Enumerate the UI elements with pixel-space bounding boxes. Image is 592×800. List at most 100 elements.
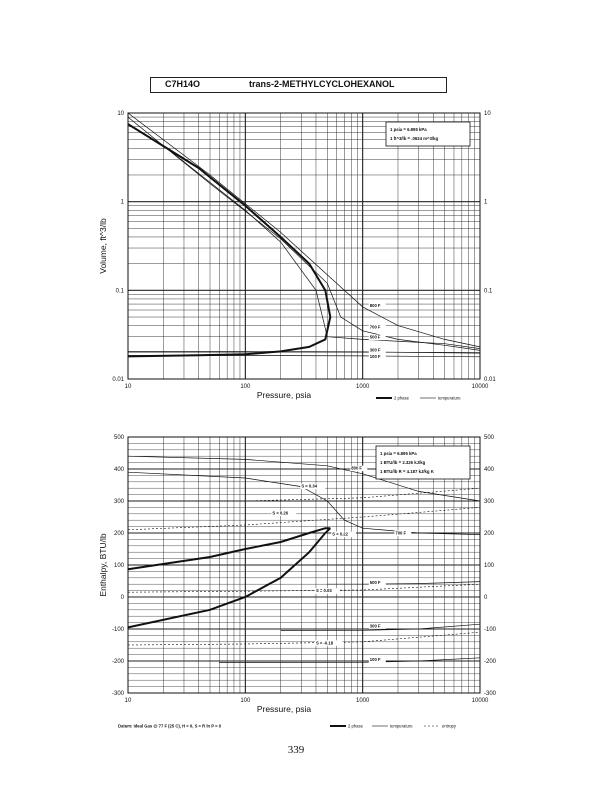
enthalpy-x-axis-label: Pressure, psia bbox=[257, 704, 312, 714]
enthalpy-curve-label-bg bbox=[331, 531, 357, 538]
enthalpy-y-tick-label-right: 100 bbox=[484, 563, 495, 569]
volume-x-tick-label: 1000 bbox=[356, 384, 370, 390]
page-number: 339 bbox=[287, 744, 305, 756]
enthalpy-series-s-0-03 bbox=[127, 583, 481, 593]
enthalpy-conversion-text: 1 psia = 6.895 kPa bbox=[380, 451, 417, 456]
enthalpy-y-tick-label-right: 0 bbox=[484, 595, 488, 601]
enthalpy-conversion-text: 1 BTU/lb R = 4.187 kJ/kg K bbox=[380, 469, 435, 474]
volume-legend-temperature-label: temperature bbox=[438, 396, 461, 401]
volume-curve-label-bg bbox=[368, 347, 386, 353]
enthalpy-y-tick-label: 0 bbox=[121, 595, 125, 601]
enthalpy-curve-label: 300 F bbox=[370, 623, 381, 628]
volume-series-300-f bbox=[128, 351, 481, 354]
volume-y-tick-label: 10 bbox=[117, 111, 124, 117]
enthalpy-curve-label: 800 F bbox=[351, 466, 362, 471]
volume-y-tick-label-right: 10 bbox=[484, 111, 491, 117]
volume-y-tick-label: 1 bbox=[121, 200, 125, 206]
enthalpy-x-tick-label: 1000 bbox=[356, 698, 370, 704]
volume-series-700-f bbox=[127, 116, 481, 351]
enthalpy-curve-label: S = -0.18 bbox=[316, 640, 334, 645]
volume-y-axis-label: Volume, ft^3/lb bbox=[98, 218, 108, 274]
enthalpy-conversion-text: 1 BTU/lb = 2.326 kJ/kg bbox=[380, 460, 426, 465]
enthalpy-y-tick-label: 400 bbox=[114, 467, 125, 473]
enthalpy-y-tick-label: 200 bbox=[114, 531, 125, 537]
volume-curve-label: 300 F bbox=[370, 347, 381, 352]
enthalpy-y-axis-label: Enthalpy, BTU/lb bbox=[98, 533, 108, 596]
enthalpy-curve-label: S = 0.34 bbox=[301, 484, 317, 489]
volume-curve-label: 700 F bbox=[370, 325, 381, 330]
enthalpy-y-tick-label-right: -200 bbox=[484, 659, 497, 665]
enthalpy-curve-label-bg bbox=[394, 530, 412, 537]
enthalpy-y-tick-label-right: 400 bbox=[484, 467, 495, 473]
volume-x-axis-label: Pressure, psia bbox=[257, 390, 312, 400]
volume-curve-label-bg bbox=[368, 324, 386, 331]
enthalpy-y-tick-label: 500 bbox=[114, 435, 125, 441]
volume-series-500-f bbox=[163, 145, 481, 349]
enthalpy-y-tick-label-right: -300 bbox=[484, 691, 497, 697]
volume-conversion-box bbox=[385, 121, 471, 147]
enthalpy-curve-label-bg bbox=[368, 623, 386, 629]
compound-name: trans-2-METHYLCYCLOHEXANOL bbox=[249, 79, 395, 89]
volume-legend-2phase-label: 2 phase bbox=[394, 396, 410, 401]
enthalpy-y-tick-label-right: 500 bbox=[484, 435, 495, 441]
volume-y-tick-label-right: 1 bbox=[484, 200, 488, 206]
enthalpy-series-300-f bbox=[280, 623, 481, 631]
enthalpy-legend-temperature-label: temperature bbox=[390, 724, 413, 729]
enthalpy-y-tick-label: 100 bbox=[114, 563, 125, 569]
volume-y-tick-label-right: 0.01 bbox=[484, 377, 496, 383]
enthalpy-series-800-f bbox=[127, 455, 481, 502]
volume-y-tick-label-right: 0.1 bbox=[484, 288, 493, 294]
enthalpy-y-tick-label: 300 bbox=[114, 499, 125, 505]
enthalpy-legend-entropy-label: entropy bbox=[442, 724, 457, 729]
enthalpy-conversion-box bbox=[375, 445, 471, 480]
volume-curve-label-bg bbox=[368, 334, 386, 341]
enthalpy-curve-label: 500 F bbox=[370, 580, 381, 585]
volume-series-800-f bbox=[127, 112, 481, 348]
volume-conversion-text: 1 ft^3/lb = .0624 m^3/kg bbox=[390, 136, 439, 141]
compound-formula: C7H14O bbox=[165, 79, 201, 89]
enthalpy-curve-label-bg bbox=[314, 640, 343, 646]
enthalpy-x-tick-label: 10 bbox=[125, 698, 132, 704]
enthalpy-series-s-0-18 bbox=[127, 631, 481, 646]
enthalpy-series-two-phase bbox=[127, 527, 331, 629]
volume-curve-label-bg bbox=[368, 353, 386, 360]
volume-curve-label: 500 F bbox=[370, 335, 381, 340]
enthalpy-y-tick-label: -200 bbox=[112, 659, 125, 665]
volume-series-two-phase bbox=[127, 123, 332, 358]
volume-y-tick-label: 0.01 bbox=[112, 377, 124, 383]
chart-title-box: C7H14O trans-2-METHYLCYCLOHEXANOL bbox=[150, 77, 447, 93]
volume-series-100-f bbox=[128, 355, 481, 358]
enthalpy-datum-footnote: Datum: Ideal Gas @ 77 F (25 C), H = 0, S… bbox=[118, 724, 222, 729]
enthalpy-curve-label-bg bbox=[350, 465, 368, 472]
enthalpy-curve-label-bg bbox=[271, 510, 297, 516]
enthalpy-series-700-f bbox=[127, 471, 481, 535]
enthalpy-curve-label: S = 0.26 bbox=[272, 510, 288, 515]
volume-x-tick-label: 10 bbox=[125, 384, 132, 390]
volume-conversion-text: 1 psia = 6.895 kPa bbox=[390, 127, 427, 132]
volume-x-tick-label: 100 bbox=[240, 384, 251, 390]
enthalpy-y-tick-label-right: 200 bbox=[484, 531, 495, 537]
enthalpy-plot-frame bbox=[127, 436, 481, 694]
enthalpy-x-tick-label: 100 bbox=[240, 698, 251, 704]
enthalpy-x-tick-label: 10000 bbox=[472, 698, 489, 704]
enthalpy-y-tick-label: -300 bbox=[112, 691, 125, 697]
enthalpy-curve-label-bg bbox=[368, 657, 386, 663]
enthalpy-series-100-f bbox=[219, 657, 481, 663]
enthalpy-y-tick-label-right: -100 bbox=[484, 627, 497, 633]
enthalpy-curve-label: S = 0.03 bbox=[316, 588, 332, 593]
enthalpy-curve-label: 700 F bbox=[395, 531, 406, 536]
enthalpy-series-500-f bbox=[327, 581, 481, 585]
enthalpy-curve-label-bg bbox=[300, 483, 326, 490]
enthalpy-y-tick-label: -100 bbox=[112, 627, 125, 633]
volume-y-tick-label: 0.1 bbox=[116, 288, 125, 294]
enthalpy-curve-label: 100 F bbox=[370, 657, 381, 662]
volume-curve-label-bg bbox=[368, 302, 386, 309]
enthalpy-curve-label-bg bbox=[314, 588, 340, 594]
enthalpy-curve-label: S = 0.22 bbox=[332, 532, 348, 537]
enthalpy-legend-2phase-label: 2 phase bbox=[348, 724, 364, 729]
volume-curve-label: 800 F bbox=[370, 303, 381, 308]
volume-x-tick-label: 10000 bbox=[472, 384, 489, 390]
enthalpy-curve-label-bg bbox=[368, 580, 386, 586]
volume-curve-label: 100 F bbox=[370, 354, 381, 359]
enthalpy-series-two-phase bbox=[127, 527, 331, 571]
